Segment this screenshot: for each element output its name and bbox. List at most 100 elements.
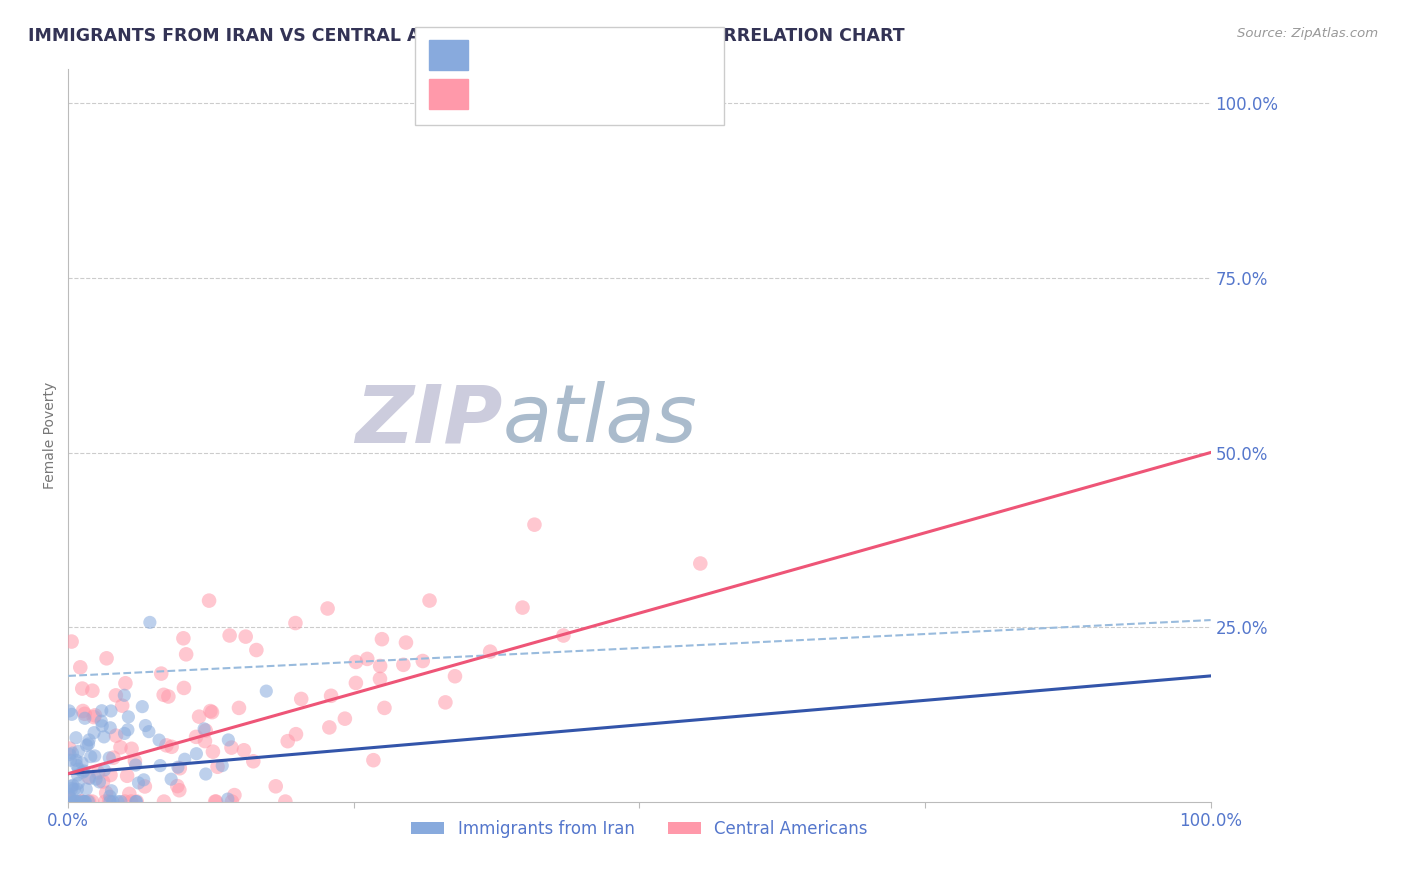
Point: [90, 714, 112, 728]
Point: [77, 733, 100, 747]
Point: [316, 601, 339, 615]
Point: [132, 772, 155, 787]
Point: [79, 772, 101, 786]
Point: [80, 749, 103, 764]
Point: [139, 615, 162, 630]
Point: [63, 795, 86, 809]
Point: [62, 746, 84, 760]
Point: [77, 795, 100, 809]
Point: [118, 787, 141, 801]
Point: [63, 795, 86, 809]
Point: [368, 659, 391, 673]
Point: [124, 754, 146, 768]
Point: [114, 795, 136, 809]
Point: [67, 795, 90, 809]
Point: [83, 725, 105, 739]
Point: [245, 643, 267, 657]
Point: [91, 719, 114, 733]
Point: [512, 600, 534, 615]
Point: [201, 745, 224, 759]
Point: [73, 706, 96, 721]
Point: [363, 753, 385, 767]
Text: R =  0.159    N = 83: R = 0.159 N = 83: [482, 47, 658, 62]
Point: [90, 704, 112, 718]
Point: [98, 795, 121, 809]
Text: R =  0.554    N = 98: R = 0.554 N = 98: [482, 87, 658, 102]
Point: [169, 761, 191, 775]
Point: [69, 660, 91, 674]
Point: [60, 634, 83, 648]
Point: [59, 795, 82, 809]
Point: [371, 632, 394, 647]
Text: Source: ZipAtlas.com: Source: ZipAtlas.com: [1237, 27, 1378, 40]
Point: [125, 795, 148, 809]
Point: [70, 681, 93, 696]
Point: [104, 689, 127, 703]
Point: [344, 655, 367, 669]
Point: [319, 689, 342, 703]
Point: [172, 632, 194, 646]
Point: [198, 593, 221, 607]
Point: [217, 792, 239, 806]
Point: [114, 726, 136, 740]
Point: [166, 779, 188, 793]
Point: [523, 517, 546, 532]
Point: [138, 724, 160, 739]
Point: [373, 701, 395, 715]
Point: [93, 763, 115, 777]
Point: [100, 783, 122, 797]
Point: [70, 795, 93, 809]
Point: [128, 776, 150, 790]
Point: [58, 704, 80, 718]
Point: [111, 698, 134, 713]
Point: [110, 740, 132, 755]
Point: [173, 752, 195, 766]
Point: [217, 733, 239, 747]
Point: [356, 652, 378, 666]
Point: [184, 730, 207, 744]
Point: [167, 760, 190, 774]
Point: [277, 734, 299, 748]
Point: [125, 795, 148, 809]
Point: [66, 758, 89, 772]
Point: [110, 795, 132, 809]
Point: [333, 712, 356, 726]
Point: [63, 795, 86, 809]
Point: [77, 737, 100, 751]
Point: [83, 748, 105, 763]
Point: [73, 795, 96, 809]
Point: [155, 739, 177, 753]
Point: [84, 772, 107, 786]
Point: [62, 778, 84, 792]
Text: ZIP: ZIP: [354, 382, 502, 459]
Point: [59, 753, 82, 767]
Y-axis label: Female Poverty: Female Poverty: [44, 382, 58, 489]
Point: [160, 772, 183, 787]
Point: [58, 741, 80, 756]
Point: [93, 730, 115, 744]
Point: [87, 765, 110, 780]
Point: [233, 743, 256, 757]
Point: [60, 779, 83, 793]
Point: [98, 751, 121, 765]
Point: [285, 727, 308, 741]
Point: [290, 692, 312, 706]
Point: [157, 690, 180, 704]
Point: [235, 630, 257, 644]
Point: [200, 704, 222, 718]
Point: [70, 795, 93, 809]
Point: [98, 721, 121, 735]
Point: [131, 699, 153, 714]
Point: [72, 704, 94, 718]
Point: [89, 775, 111, 789]
Point: [114, 676, 136, 690]
Point: [194, 734, 217, 748]
Point: [100, 704, 122, 718]
Point: [65, 731, 87, 745]
Point: [211, 758, 233, 772]
Point: [169, 783, 191, 797]
Point: [98, 795, 121, 809]
Point: [318, 720, 340, 734]
Point: [264, 780, 287, 794]
Point: [553, 628, 575, 642]
